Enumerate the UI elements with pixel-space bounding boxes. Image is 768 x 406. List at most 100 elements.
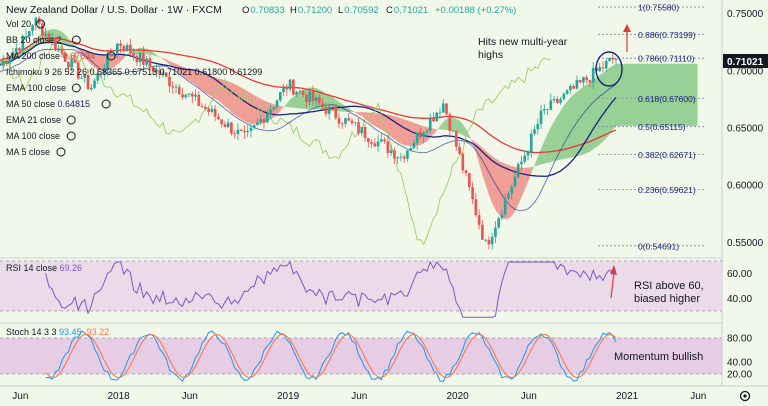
- ohlc-item: +0.00188 (+0.27%): [435, 5, 516, 16]
- candle-body: [533, 129, 536, 134]
- candle-body: [481, 224, 484, 240]
- cloud-segment: [198, 72, 203, 91]
- cloud-segment: [462, 124, 467, 137]
- candle-body: [305, 94, 308, 102]
- time-tick-label: Jun: [182, 391, 198, 402]
- cloud-segment: [208, 75, 212, 97]
- cloud-segment: [68, 38, 72, 47]
- time-tick-label: 2019: [277, 391, 300, 402]
- candle-body: [86, 74, 90, 90]
- cloud-segment: [635, 63, 639, 126]
- cloud-segment: [534, 156, 538, 167]
- candle-body: [435, 112, 439, 122]
- candle-body: [285, 87, 289, 90]
- candle-body: [526, 152, 530, 156]
- annotation-rsi-line2: biased higher: [634, 293, 700, 305]
- candle-body: [109, 53, 113, 56]
- stoch-panel: Stoch 14 3 3 93.45 93.22: [6, 327, 617, 383]
- candle-body: [569, 86, 572, 91]
- candle-body: [21, 36, 25, 51]
- candle-body: [249, 127, 253, 132]
- candle-body: [523, 155, 527, 162]
- candle-body: [122, 46, 126, 52]
- cloud-segment: [570, 94, 574, 158]
- candle-body: [129, 45, 132, 54]
- rsi-label: RSI 14 close 69.26: [6, 263, 82, 273]
- ohlc-item: C0.71021: [386, 5, 428, 16]
- candle-body: [327, 106, 331, 114]
- candle-body: [318, 97, 321, 104]
- cloud-segment: [407, 120, 411, 146]
- candle-body: [393, 150, 396, 159]
- cloud-segment: [612, 63, 617, 131]
- cloud-segment: [224, 80, 229, 109]
- ohlc-item: H0.71200: [290, 5, 332, 16]
- cloud-segment: [440, 121, 444, 130]
- cloud-segment: [58, 30, 62, 44]
- eye-off-icon: [71, 83, 81, 93]
- cloud-segment: [625, 63, 630, 126]
- candle-body: [412, 143, 416, 149]
- fib-label: 0.382(0.62671): [638, 150, 696, 160]
- cloud-segment: [384, 113, 388, 135]
- cloud-segment: [651, 63, 656, 126]
- candle-body: [292, 79, 295, 95]
- cloud-segment: [671, 63, 675, 126]
- cloud-segment: [602, 70, 607, 142]
- indicator-value: 0.67634: [63, 51, 96, 61]
- candle-body: [468, 173, 471, 188]
- candle-body: [321, 103, 325, 108]
- candle-body: [275, 100, 279, 108]
- cloud-segment: [397, 117, 401, 144]
- indicator-label: EMA 100 close: [6, 83, 66, 93]
- candle-body: [546, 109, 549, 111]
- ohlc-value: 0.70592: [344, 5, 378, 16]
- cloud-segment: [557, 110, 561, 161]
- cloud-segment: [638, 63, 643, 126]
- cloud-segment: [482, 147, 486, 185]
- candle-body: [604, 60, 608, 69]
- candle-body: [366, 138, 370, 143]
- candle-body: [425, 130, 429, 133]
- indicator-lines: [0, 37, 617, 246]
- candle-body: [601, 67, 605, 69]
- cloud-segment: [91, 52, 95, 68]
- candle-body: [168, 76, 171, 87]
- indicator-label: BB 20 close 2: [6, 35, 62, 45]
- settings-gear-icon[interactable]: [739, 390, 751, 402]
- cloud-segment: [136, 47, 141, 55]
- candle-body: [582, 77, 585, 83]
- candle-body: [614, 59, 618, 60]
- candle-body: [197, 94, 201, 106]
- candle-body: [419, 132, 422, 138]
- candle-body: [31, 25, 34, 32]
- stoch-k-line: [45, 330, 617, 383]
- candle-body: [5, 60, 8, 64]
- candle-body: [112, 53, 116, 56]
- candle-body: [54, 39, 57, 51]
- cloud-segment: [316, 88, 320, 110]
- candle-body: [340, 123, 344, 125]
- cloud-segment: [596, 74, 600, 148]
- cloud-segment: [94, 53, 98, 70]
- candle-body: [471, 187, 474, 200]
- fib-label: 0.5(0.65115): [638, 122, 686, 132]
- eye-off-icon: [56, 147, 66, 157]
- cloud-segment: [231, 82, 235, 115]
- candle-body: [28, 31, 31, 37]
- cloud-segment: [459, 120, 463, 135]
- eye-off-icon: [66, 115, 76, 125]
- cloud-segment: [606, 67, 610, 139]
- candle-body: [301, 90, 305, 95]
- candle-body: [565, 90, 569, 94]
- cloud-segment: [622, 63, 626, 126]
- candle-body: [265, 113, 269, 123]
- cloud-segment: [661, 63, 665, 126]
- cloud-segment: [202, 73, 206, 93]
- candle-body: [432, 117, 435, 122]
- candle-body: [125, 45, 129, 52]
- candle-body: [406, 150, 409, 159]
- candle-body: [559, 99, 562, 103]
- cloud-segment: [684, 63, 688, 126]
